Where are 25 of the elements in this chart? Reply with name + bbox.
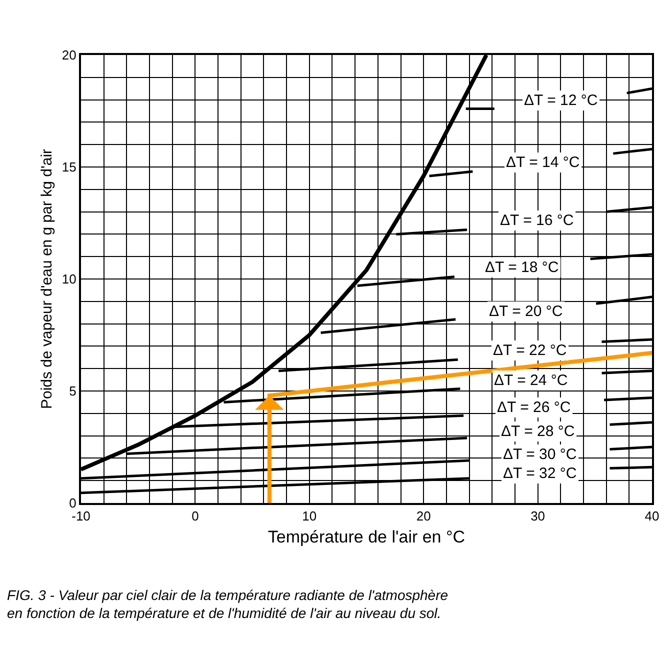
text: ΔT = 22 °C (493, 342, 567, 359)
text: ΔT = 28 °C (501, 423, 575, 440)
x-tick-label: 20 (416, 508, 431, 524)
text: ΔT = 26 °C (497, 399, 571, 416)
text: ΔT = 16 °C (500, 212, 574, 229)
text: ΔT = 18 °C (485, 259, 559, 276)
y-tick-label: 0 (69, 496, 76, 511)
x-tick-label: 30 (530, 508, 546, 524)
y-tick-label: 20 (62, 48, 76, 63)
text: ΔT = 30 °C (503, 446, 577, 463)
x-tick-label: 10 (302, 508, 317, 524)
text: ΔT = 24 °C (494, 372, 568, 389)
series-label: ΔT = 12 °C (524, 92, 598, 109)
x-axis-title: Température de l'air en °C (268, 528, 466, 546)
y-tick-label: 5 (69, 384, 76, 399)
x-tick-label: 40 (644, 508, 660, 524)
text: ΔT = 14 °C (506, 154, 580, 171)
y-axis-title: Poids de vapeur d'eau en g par kg d'air (38, 148, 56, 410)
text: ΔT = 32 °C (503, 465, 577, 482)
x-tick-label: 0 (192, 508, 199, 524)
text: ΔT = 20 °C (489, 303, 563, 320)
y-tick-label: 15 (62, 160, 76, 175)
caption: FIG. 3 - Valeur par ciel clair de la température radiante de l'atmosphère en fonction de la température et de l'humidité de l'air au niveau du sol. (7, 587, 448, 622)
x-tick-label: -10 (72, 508, 90, 524)
y-tick-label: 10 (62, 272, 76, 287)
